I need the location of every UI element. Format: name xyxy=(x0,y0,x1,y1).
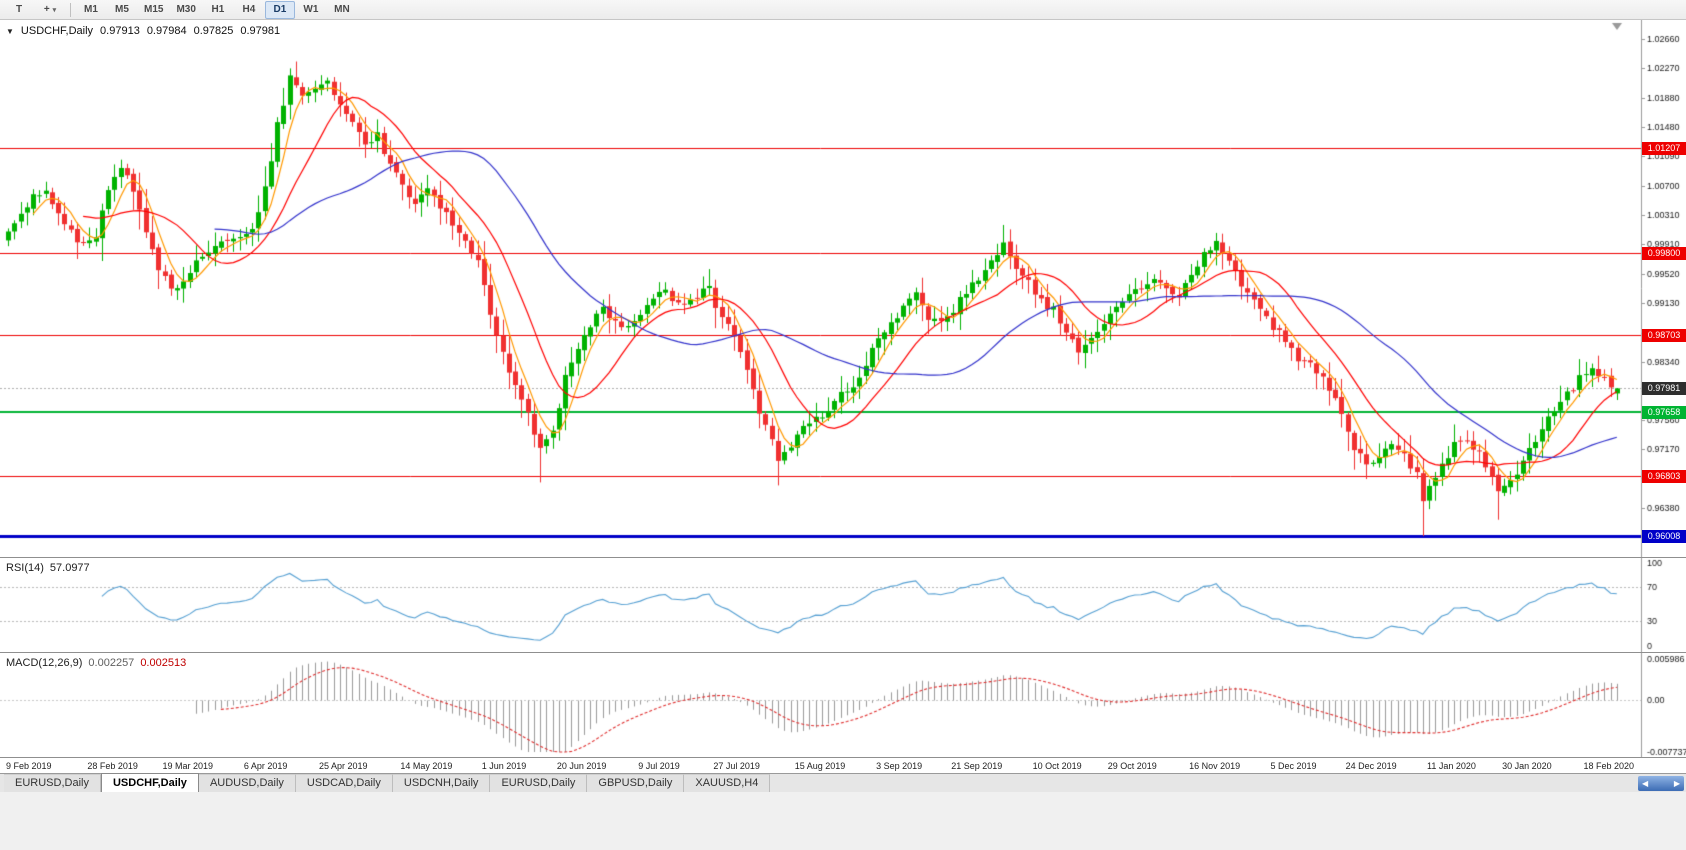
date-tick-label: 20 Jun 2019 xyxy=(556,761,607,771)
date-tick-label: 9 Jul 2019 xyxy=(638,761,680,771)
date-axis: 9 Feb 2019 28 Feb 2019 19 Mar 2019 6 Apr 20… xyxy=(0,757,1686,773)
date-tick-label: 18 Feb 2020 xyxy=(1583,761,1635,771)
ohlc-close: 0.97981 xyxy=(240,25,281,37)
rsi-value: 57.0977 xyxy=(49,562,90,574)
macd-value-main: 0.002257 xyxy=(88,657,135,669)
timeframe-button-MN[interactable]: MN xyxy=(334,4,350,15)
date-tick-label: 10 Oct 2019 xyxy=(1032,761,1082,771)
date-tick-label: 19 Mar 2019 xyxy=(162,761,214,771)
toolbar-separator xyxy=(70,2,71,17)
timeframe-button-M1[interactable]: M1 xyxy=(84,4,98,15)
macd-canvas[interactable] xyxy=(0,653,1686,757)
tab-scroll-left-icon[interactable]: ◀ xyxy=(1642,779,1649,788)
date-tick-label: 24 Dec 2019 xyxy=(1345,761,1397,771)
dropdown-caret-icon: ▾ xyxy=(52,6,57,14)
chart-tab-audusd-daily[interactable]: AUDUSD,Daily xyxy=(198,774,296,792)
tab-scroll-right-icon[interactable]: ▶ xyxy=(1673,779,1680,788)
window-footer-area xyxy=(0,792,1686,850)
date-tick-label: 1 Jun 2019 xyxy=(481,761,527,771)
date-tick-label: 25 Apr 2019 xyxy=(319,761,368,771)
chart-tab-xauusd-h4[interactable]: XAUUSD,H4 xyxy=(684,774,771,792)
timeframe-button-H1[interactable]: H1 xyxy=(211,4,225,15)
macd-name: MACD(12,26,9) xyxy=(6,657,83,669)
date-tick-label: 6 Apr 2019 xyxy=(243,761,288,771)
chart-tab-bar: EURUSD,Daily USDCHF,Daily AUDUSD,Daily USDC… xyxy=(0,773,1686,792)
tool-button-templates[interactable]: T xyxy=(15,4,23,15)
chart-collapse-icon[interactable]: ▼ xyxy=(6,26,14,36)
timeframe-button-M15[interactable]: M15 xyxy=(144,4,164,15)
date-tick-label: 29 Oct 2019 xyxy=(1107,761,1157,771)
date-tick-label: 28 Feb 2019 xyxy=(87,761,138,771)
date-tick-label: 15 Aug 2019 xyxy=(794,761,846,771)
tool-button-crosshair[interactable]: + ▾ xyxy=(43,4,57,15)
rsi-panel: RSI(14) 57.0977 xyxy=(0,557,1686,652)
date-tick-label: 3 Sep 2019 xyxy=(876,761,923,771)
top-toolbar: T + ▾ M1 M5 M15 M30 H1 H4 D1 W1 MN xyxy=(0,0,1686,20)
macd-label: MACD(12,26,9) 0.002257 0.002513 xyxy=(6,657,186,669)
tab-scrollbar[interactable]: ◀ ▶ xyxy=(1638,776,1684,791)
chart-tab-usdcad-daily[interactable]: USDCAD,Daily xyxy=(295,774,393,792)
timeframe-button-M5[interactable]: M5 xyxy=(115,4,129,15)
tool-button-group: T + ▾ xyxy=(4,1,65,19)
symbol-name: USDCHF,Daily xyxy=(20,25,94,37)
date-tick-label: 5 Dec 2019 xyxy=(1270,761,1317,771)
chart-tab-eurusd-daily[interactable]: EURUSD,Daily xyxy=(490,774,588,792)
timeframe-button-D1[interactable]: D1 xyxy=(264,0,295,19)
date-tick-label: 11 Jan 2020 xyxy=(1427,761,1476,771)
chart-tab-gbpusd-daily[interactable]: GBPUSD,Daily xyxy=(587,774,685,792)
timeframe-button-M30[interactable]: M30 xyxy=(176,4,196,15)
date-tick-label: 9 Feb 2019 xyxy=(6,761,52,771)
macd-panel: MACD(12,26,9) 0.002257 0.002513 xyxy=(0,652,1686,757)
timeframe-button-W1[interactable]: W1 xyxy=(303,4,319,15)
chart-tab-eurusd-daily[interactable]: EURUSD,Daily xyxy=(4,774,101,792)
date-tick-label: 16 Nov 2019 xyxy=(1189,761,1241,771)
date-tick-label: 27 Jul 2019 xyxy=(713,761,760,771)
rsi-canvas[interactable] xyxy=(0,558,1686,652)
rsi-label: RSI(14) 57.0977 xyxy=(6,562,90,574)
rsi-name: RSI(14) xyxy=(6,562,44,574)
symbol-header[interactable]: ▼ USDCHF,Daily 0.97913 0.97984 0.97825 0… xyxy=(6,25,280,37)
date-tick-label: 21 Sep 2019 xyxy=(951,761,1003,771)
chart-tab-usdchf-daily[interactable]: USDCHF,Daily xyxy=(100,773,199,792)
chart-tab-usdcnh-daily[interactable]: USDCNH,Daily xyxy=(392,774,491,792)
macd-value-signal: 0.002513 xyxy=(140,657,187,669)
price-chart-panel: ▼ USDCHF,Daily 0.97913 0.97984 0.97825 0… xyxy=(0,20,1686,557)
timeframe-button-H4[interactable]: H4 xyxy=(242,4,256,15)
price-chart-canvas[interactable] xyxy=(0,20,1686,557)
ohlc-low: 0.97825 xyxy=(193,25,234,37)
ohlc-high: 0.97984 xyxy=(146,25,187,37)
timeframe-button-group: M1 M5 M15 M30 H1 H4 D1 W1 MN xyxy=(76,0,357,19)
ohlc-open: 0.97913 xyxy=(100,25,140,37)
date-tick-label: 30 Jan 2020 xyxy=(1502,761,1552,771)
date-tick-label: 14 May 2019 xyxy=(400,761,453,771)
